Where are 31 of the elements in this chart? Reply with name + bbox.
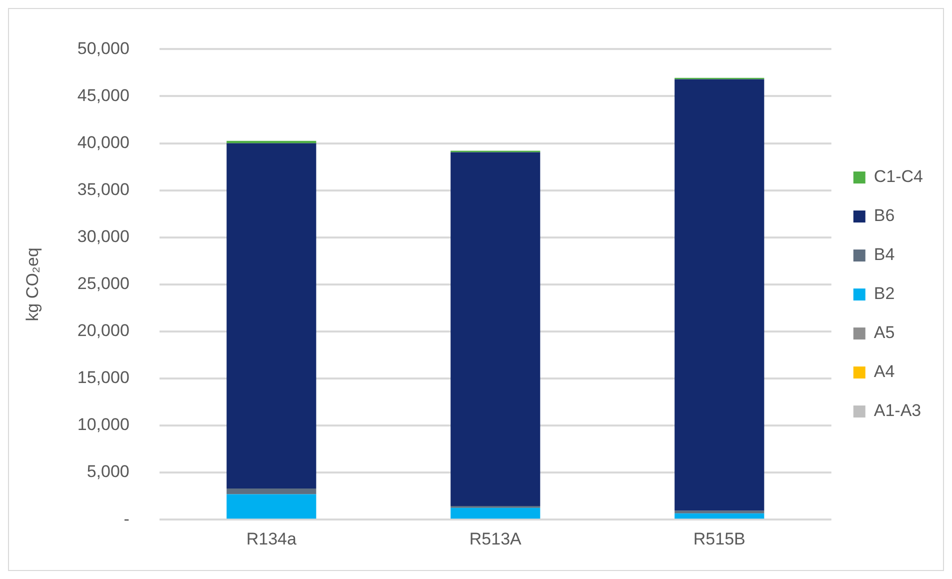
bar [226,143,316,489]
y-tick-label: 45,000 [77,86,130,105]
y-tick-label: 5,000 [86,462,130,482]
bar [226,140,316,144]
legend-label: A1-A3 [874,401,922,420]
bar [450,152,540,506]
y-tick-label: 50,000 [77,38,130,58]
y-tick-label: 20,000 [77,321,130,340]
bar [226,488,316,494]
bar [674,513,764,519]
bar [674,510,764,514]
legend-label: C1-C4 [874,167,923,186]
y-tick-label: 10,000 [77,415,130,434]
x-tick-label: R134a [246,529,297,548]
x-tick-label: R513A [469,529,522,548]
bar [226,494,316,519]
y-axis-title: kg CO₂eq [22,248,42,322]
legend-label: A5 [874,323,895,342]
y-tick-label: 15,000 [77,368,130,388]
bar [450,508,540,519]
y-tick-label: 25,000 [77,274,130,294]
bar [674,79,764,511]
y-tick-label: 30,000 [77,227,130,246]
legend-label: B6 [874,206,895,226]
legend-label: B4 [874,245,895,264]
legend-label: B2 [874,284,895,304]
y-tick-label: 35,000 [77,180,130,200]
y-tick-label: 40,000 [77,132,130,152]
y-tick-label: - [124,509,130,528]
x-tick-label: R515B [693,529,746,548]
legend-label: A4 [874,362,895,382]
